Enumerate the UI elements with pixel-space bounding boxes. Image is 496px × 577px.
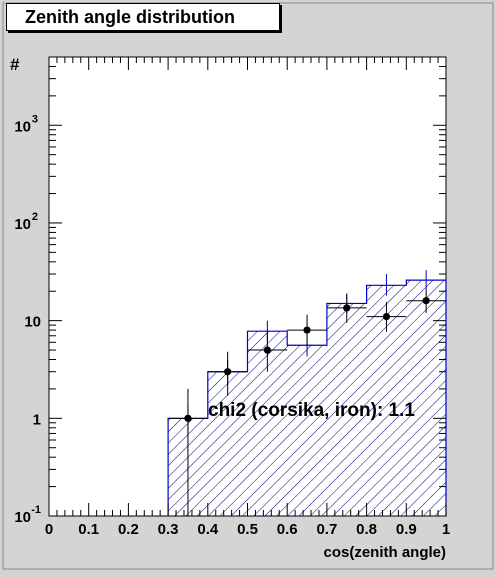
x-tick-label: 0.2: [118, 521, 139, 538]
x-tick-label: 0.4: [197, 521, 219, 538]
data-point: [303, 326, 311, 334]
x-tick-label: 0.1: [78, 521, 99, 538]
x-tick-label: 0.7: [316, 521, 337, 538]
y-axis-label: #: [10, 55, 20, 74]
data-point: [382, 312, 391, 321]
y-tick-label: 10: [14, 509, 31, 526]
y-tick-label: 10: [14, 118, 31, 135]
x-tick-label: 0: [45, 521, 53, 538]
data-point: [224, 368, 232, 376]
chart-title-box: Zenith angle distribution: [6, 3, 280, 31]
points-group: [168, 289, 446, 516]
y-tick-exponent: -1: [31, 504, 41, 516]
y-tick-label: 10: [14, 216, 31, 233]
y-tick-exponent: 2: [32, 211, 38, 223]
y-tick-label: 10: [24, 314, 41, 331]
x-tick-label: 0.3: [158, 521, 179, 538]
histogram-fill: [168, 280, 446, 516]
y-tick-exponent: 3: [32, 113, 38, 125]
x-axis-label: cos(zenith angle): [323, 544, 446, 561]
x-tick-label: 0.6: [277, 521, 298, 538]
x-tick-label: 1: [442, 521, 450, 538]
x-tick-label: 0.9: [396, 521, 417, 538]
data-point: [422, 297, 430, 305]
chart-title: Zenith angle distribution: [25, 6, 235, 27]
x-tick-label: 0.8: [356, 521, 377, 538]
x-tick-label: 0.5: [237, 521, 258, 538]
data-point: [263, 346, 271, 354]
data-point: [343, 304, 351, 312]
y-tick-label: 1: [33, 411, 41, 428]
data-point: [184, 414, 192, 422]
chi2-annotation: chi2 (corsika, iron): 1.1: [208, 400, 415, 421]
